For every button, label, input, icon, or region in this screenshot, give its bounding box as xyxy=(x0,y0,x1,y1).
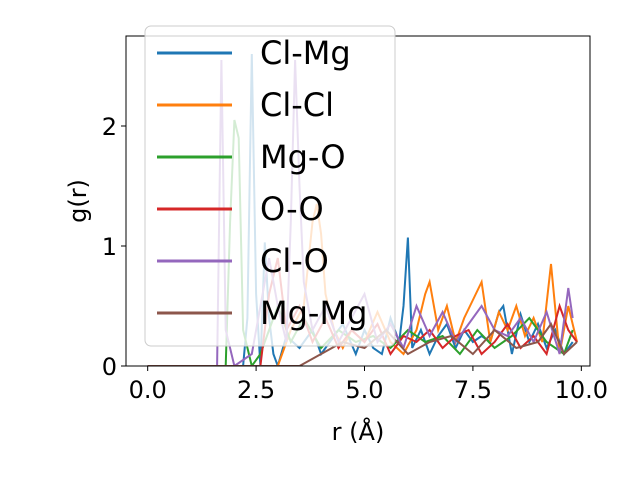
y-axis-label: g(r) xyxy=(64,179,92,223)
x-tick-label: 10.0 xyxy=(555,376,608,404)
legend-label-cl-o: Cl-O xyxy=(260,242,329,280)
legend: Cl-Mg Cl-Cl Mg-O O-O Cl-O Mg-Mg xyxy=(144,25,396,347)
legend-items: Cl-Mg Cl-Cl Mg-O O-O Cl-O Mg-Mg xyxy=(157,34,367,332)
x-tick-label: 7.5 xyxy=(454,376,492,404)
legend-label-mg-mg: Mg-Mg xyxy=(260,294,367,332)
y-tick-label: 1 xyxy=(102,233,117,261)
series-line-mg-mg xyxy=(147,321,578,366)
legend-label-mg-o: Mg-O xyxy=(260,138,346,176)
y-axis-ticks: 0 1 2 xyxy=(102,113,126,381)
y-tick-label: 2 xyxy=(102,113,117,141)
legend-label-cl-cl: Cl-Cl xyxy=(260,86,334,124)
x-tick-label: 2.5 xyxy=(237,376,275,404)
x-axis-label: r (Å) xyxy=(332,417,385,446)
x-tick-label: 0.0 xyxy=(129,376,167,404)
x-axis-ticks: 0.0 2.5 5.0 7.5 10.0 xyxy=(129,366,608,404)
x-tick-label: 5.0 xyxy=(345,376,383,404)
y-tick-label: 0 xyxy=(102,353,117,381)
legend-label-cl-mg: Cl-Mg xyxy=(260,34,351,72)
legend-label-o-o: O-O xyxy=(260,190,324,228)
